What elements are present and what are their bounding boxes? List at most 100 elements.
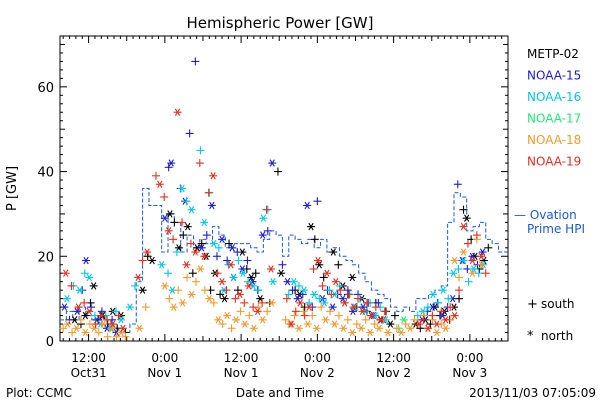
data-point-north <box>358 307 367 316</box>
marker-stroke <box>278 269 284 277</box>
data-point-north <box>135 324 144 332</box>
marker-stroke <box>429 303 436 311</box>
data-point-north <box>164 227 173 235</box>
marker-stroke <box>159 261 165 269</box>
data-point-south <box>284 290 293 299</box>
marker-stroke <box>169 286 176 294</box>
data-point-south <box>68 328 77 337</box>
marker-stroke <box>434 328 440 337</box>
data-point-north <box>338 294 347 303</box>
data-point-north <box>432 320 441 328</box>
data-point-north <box>62 294 71 303</box>
data-point-north <box>469 265 478 273</box>
data-point-south <box>245 311 254 320</box>
data-point-south <box>278 260 287 269</box>
marker-stroke <box>407 324 413 332</box>
marker-stroke <box>179 184 185 193</box>
data-point-south <box>282 294 291 303</box>
data-point-south <box>138 256 147 265</box>
data-point-north <box>328 303 337 311</box>
marker-stroke <box>434 320 440 328</box>
data-point-south <box>463 239 472 248</box>
data-point-north <box>228 244 237 252</box>
data-point-north <box>226 261 235 269</box>
data-point-north <box>200 218 209 227</box>
data-point-south <box>401 320 410 329</box>
data-point-north <box>117 316 126 324</box>
marker-stroke <box>110 320 116 328</box>
data-point-south <box>94 328 103 337</box>
data-point-north <box>209 172 218 180</box>
x-tick-label-time: 0:00 <box>151 351 178 365</box>
legend-symbol-label: south <box>541 297 575 311</box>
data-point-north <box>108 320 117 328</box>
data-point-north <box>89 282 98 290</box>
data-point-north <box>313 256 322 265</box>
data-point-north <box>310 290 319 299</box>
marker-stroke <box>469 256 476 265</box>
data-point-north <box>459 256 468 265</box>
data-point-north <box>287 320 296 328</box>
data-point-north <box>330 320 339 328</box>
data-point-south <box>299 307 308 316</box>
data-point-south <box>273 167 282 176</box>
data-point-north <box>303 320 312 328</box>
data-point-north <box>375 324 384 332</box>
marker-stroke <box>333 277 339 286</box>
data-point-north <box>348 273 357 282</box>
marker-stroke <box>324 269 330 277</box>
data-point-south <box>410 315 419 324</box>
data-point-north <box>232 316 241 324</box>
data-point-south <box>371 303 380 312</box>
marker-stroke <box>469 269 476 277</box>
data-point-south <box>164 269 173 278</box>
data-point-north <box>266 265 275 273</box>
data-point-north <box>267 299 276 307</box>
data-point-south <box>327 290 336 299</box>
data-point-south <box>240 298 249 307</box>
y-tick-label: 40 <box>37 166 54 181</box>
marker-stroke <box>118 316 124 324</box>
marker-stroke <box>167 210 173 218</box>
marker-stroke <box>321 299 328 307</box>
marker-stroke <box>306 303 312 311</box>
data-point-north <box>223 311 232 320</box>
marker-stroke <box>113 328 120 337</box>
data-point-north <box>81 328 90 337</box>
data-point-north <box>85 273 94 282</box>
data-point-south <box>191 277 200 286</box>
data-point-south <box>227 324 236 333</box>
data-point-south <box>178 218 187 227</box>
marker-stroke <box>157 180 163 188</box>
data-point-south <box>185 129 194 138</box>
data-point-north <box>134 273 143 282</box>
marker-stroke <box>179 299 186 307</box>
data-point-south <box>354 294 363 303</box>
data-point-north <box>74 303 83 311</box>
plot-frame <box>59 35 509 342</box>
data-point-south <box>343 286 352 295</box>
data-point-north <box>247 273 256 282</box>
marker-stroke <box>443 316 449 324</box>
data-point-south <box>216 290 225 299</box>
data-point-south <box>294 281 303 290</box>
data-point-south <box>121 332 130 341</box>
marker-stroke <box>75 303 82 311</box>
marker-stroke <box>82 328 89 337</box>
data-point-north <box>118 324 127 332</box>
marker-stroke <box>297 299 303 307</box>
data-point-north <box>418 307 427 316</box>
data-point-north <box>99 320 108 328</box>
data-point-north <box>439 286 448 294</box>
data-point-north <box>143 248 152 256</box>
marker-stroke <box>376 324 382 332</box>
marker-stroke <box>368 311 375 320</box>
marker-stroke <box>291 277 297 286</box>
data-point-north <box>450 311 459 320</box>
legend-entry: NOAA-15 <box>527 69 581 83</box>
data-point-south <box>335 281 344 290</box>
data-point-south <box>318 281 327 290</box>
data-point-north <box>315 261 324 269</box>
marker-stroke <box>398 328 404 337</box>
